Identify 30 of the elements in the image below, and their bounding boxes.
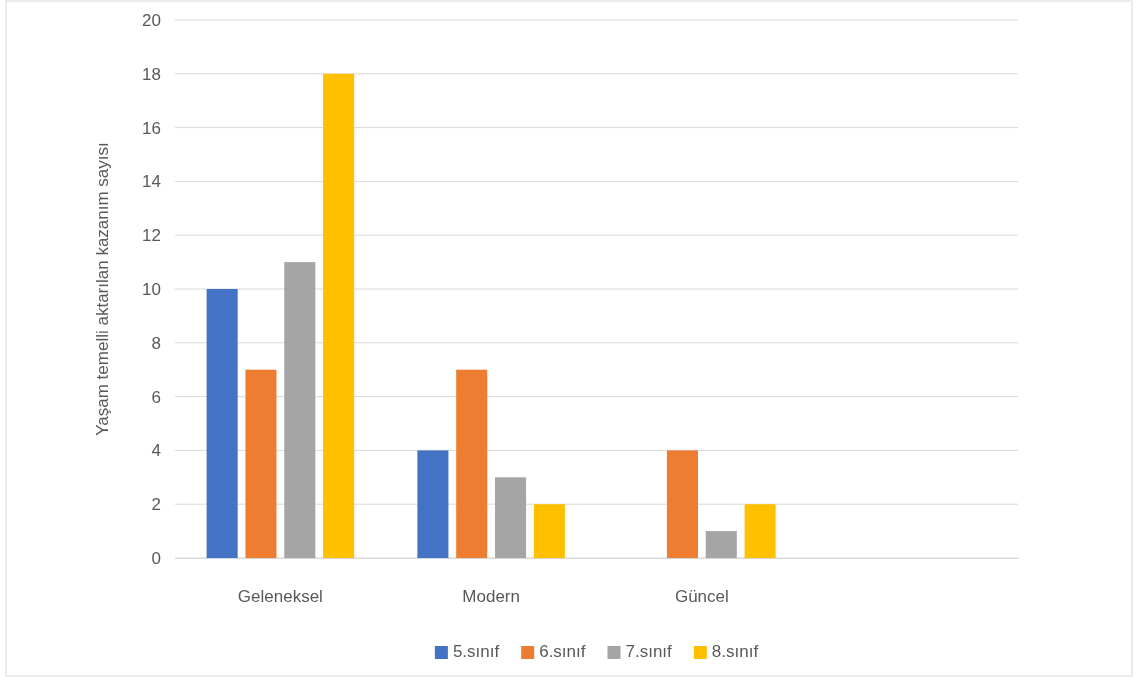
bar xyxy=(245,369,277,558)
bar xyxy=(744,504,776,558)
legend-label: 5.sınıf xyxy=(452,642,500,661)
bar xyxy=(417,450,449,558)
y-axis-title: Yaşam temelli aktarılan kazanım sayısı xyxy=(93,142,112,436)
legend-label: 7.sınıf xyxy=(625,642,673,661)
bar xyxy=(206,289,238,558)
legend-label: 6.sınıf xyxy=(539,642,586,661)
bar xyxy=(456,369,488,558)
x-tick-label: Geleneksel xyxy=(237,587,323,607)
y-tick-label: 10 xyxy=(142,279,161,299)
y-tick-label: 2 xyxy=(151,495,161,515)
bar xyxy=(666,450,698,558)
y-tick-label: 14 xyxy=(142,172,161,192)
bar xyxy=(323,73,355,558)
x-tick-label: Güncel xyxy=(674,587,729,607)
bar xyxy=(705,531,737,558)
y-tick-label: 12 xyxy=(142,226,161,246)
bar xyxy=(284,262,316,558)
bar xyxy=(533,504,565,558)
legend-label: 8.sınıf xyxy=(711,642,759,661)
y-tick-label: 4 xyxy=(151,441,161,461)
y-tick-label: 6 xyxy=(151,387,161,407)
y-tick-label: 8 xyxy=(151,333,161,353)
y-tick-label: 16 xyxy=(142,118,161,138)
y-tick-label: 18 xyxy=(142,64,161,84)
x-tick-label: Modern xyxy=(462,587,520,607)
bar xyxy=(495,477,527,558)
y-tick-label: 20 xyxy=(142,10,161,30)
y-tick-label: 0 xyxy=(151,548,161,568)
